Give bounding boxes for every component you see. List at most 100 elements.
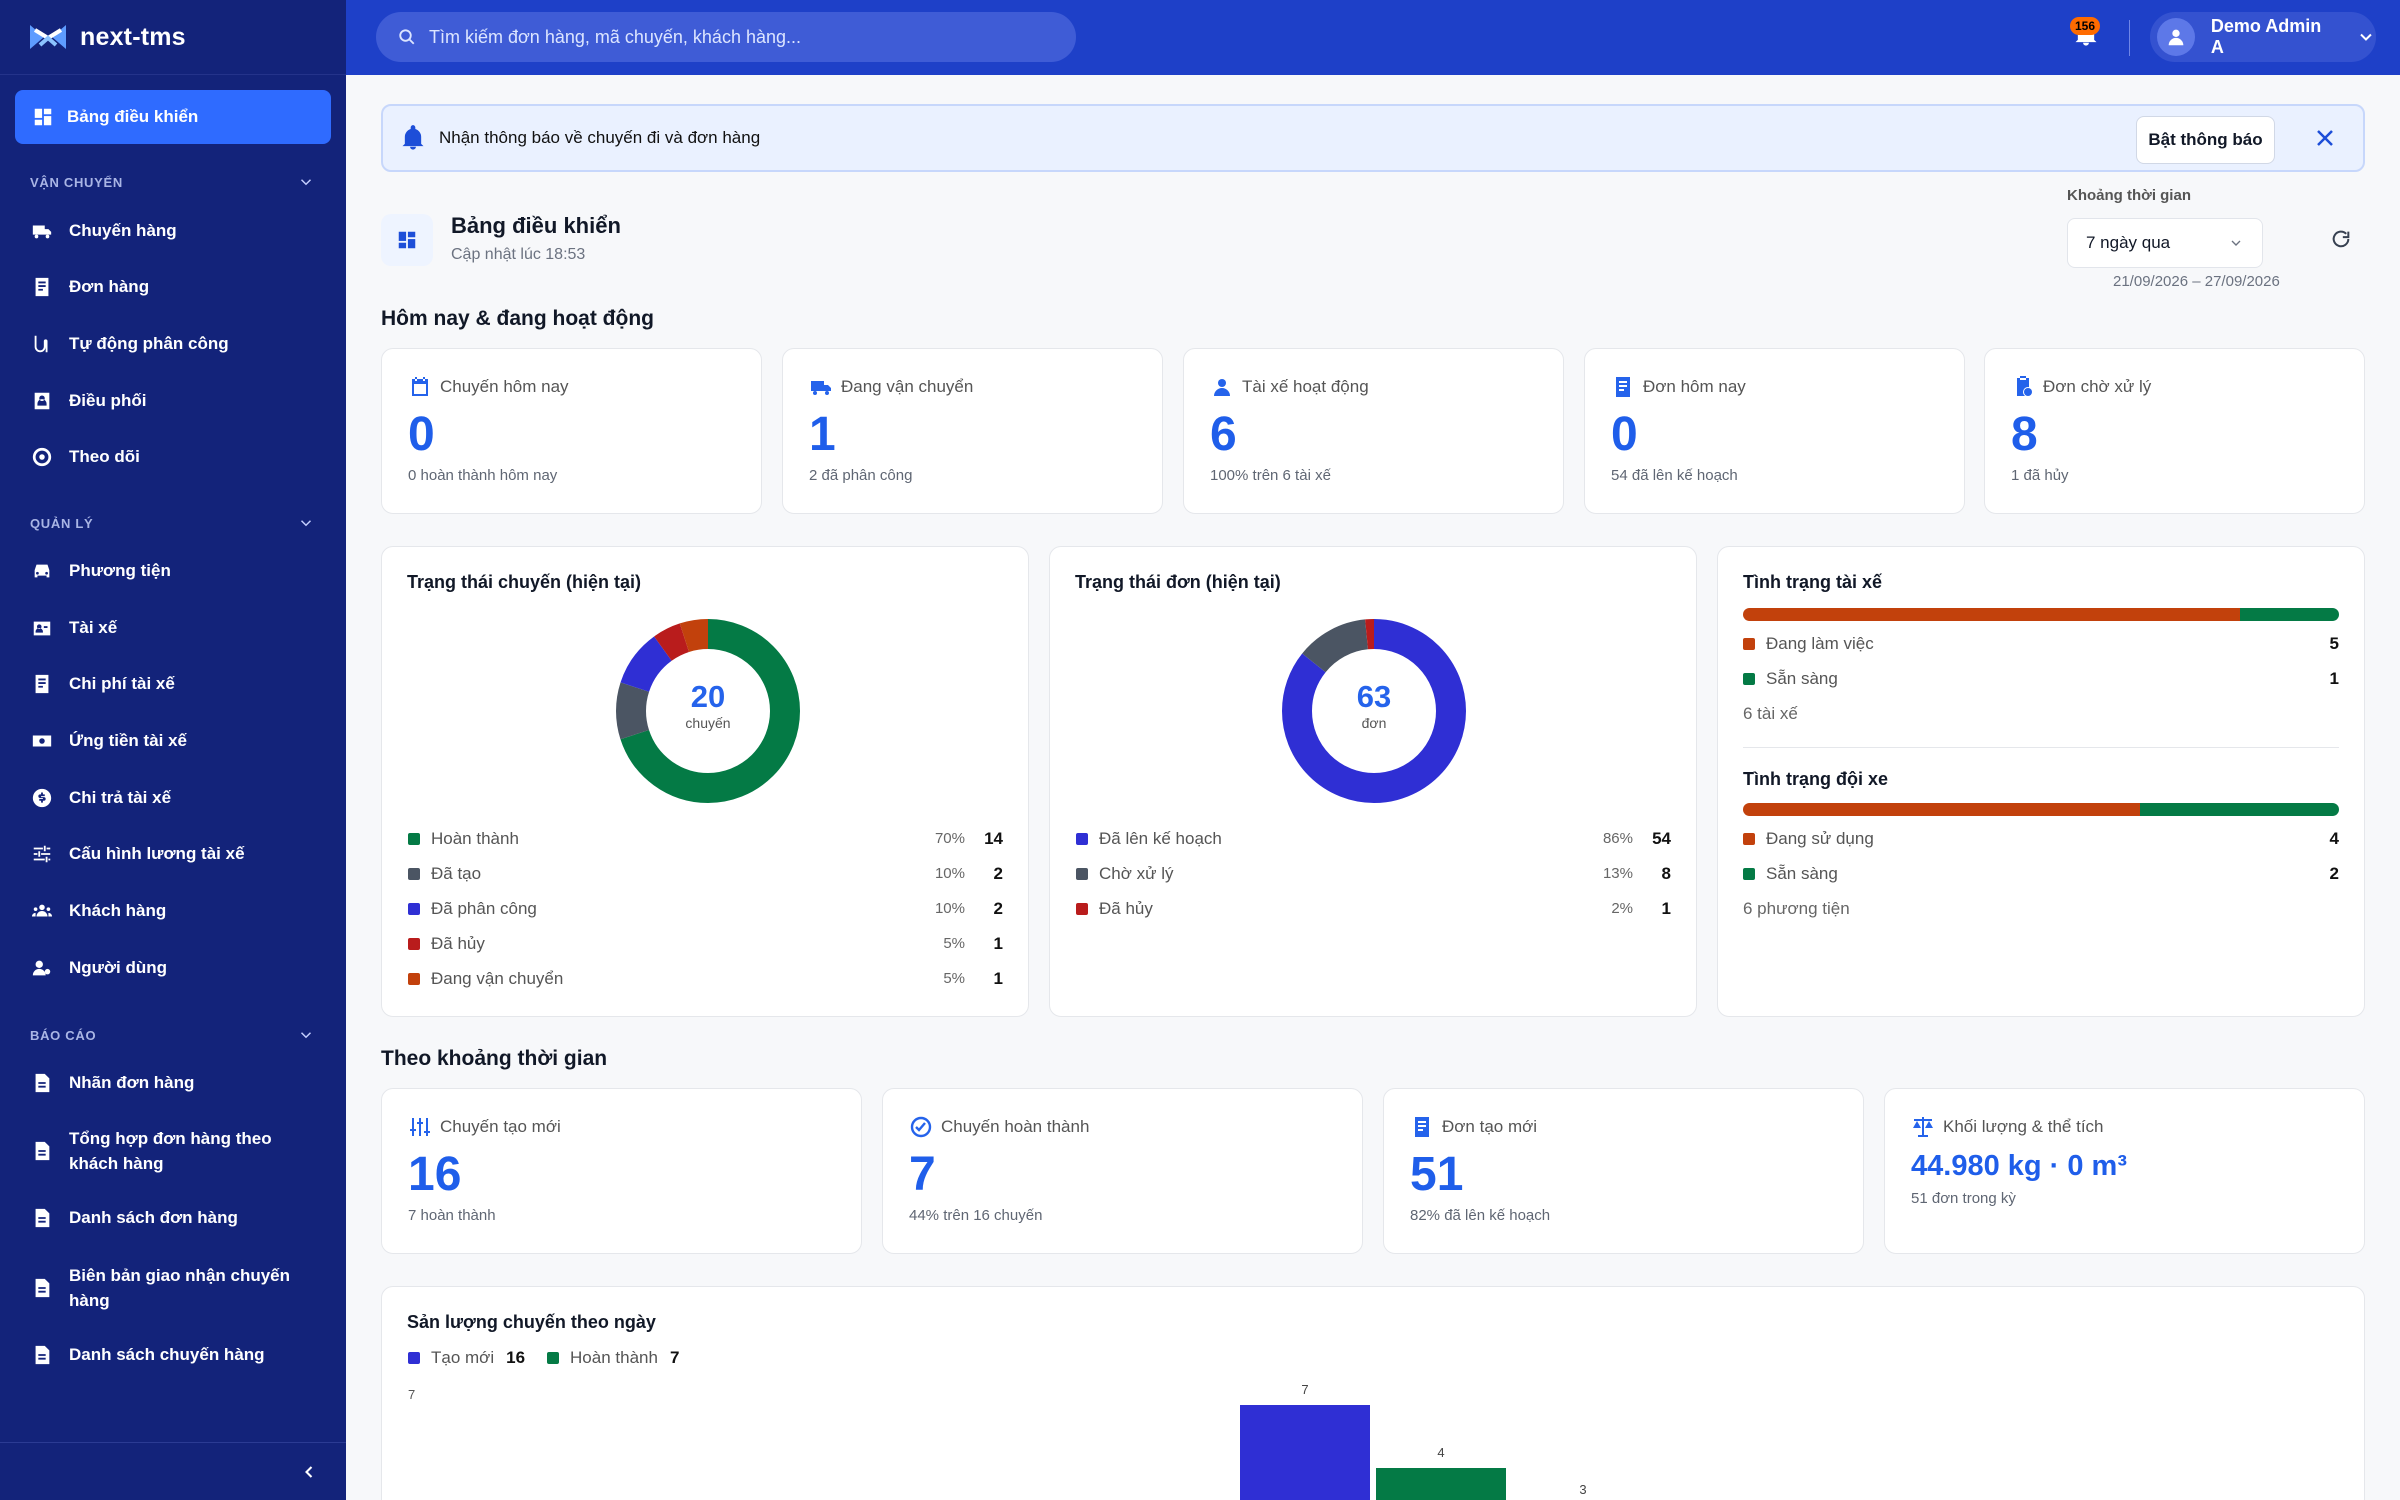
updated-time: Cập nhật lúc 18:53 (451, 246, 586, 263)
kpi-in-transit: Đang vận chuyển 1 2 đã phân công (782, 348, 1163, 514)
legend-label: Chờ xử lý (1099, 863, 1174, 883)
status-segment (2239, 608, 2339, 621)
nav-vehicles[interactable]: Phương tiện (30, 559, 171, 583)
nav-salary-config[interactable]: Cấu hình lương tài xế (30, 842, 245, 866)
order-status-donut (1282, 619, 1466, 803)
trip-status-title: Trạng thái chuyến (hiện tại) (407, 572, 642, 592)
user-menu-button[interactable]: Demo Admin A (2150, 12, 2376, 62)
document-icon (30, 1071, 54, 1095)
nav-order-summary-by-customer[interactable]: Tổng hợp đơn hàng theo khách hàng (30, 1126, 320, 1176)
nav-driver-advances[interactable]: Ứng tiền tài xế (30, 729, 187, 753)
nav-trip-handover-record[interactable]: Biên bản giao nhận chuyến hàng (30, 1263, 320, 1313)
nav-drivers[interactable]: Tài xế (30, 616, 117, 640)
dashboard-icon (34, 108, 52, 126)
driver-status-title: Tình trạng tài xế (1743, 572, 1883, 592)
chart-bar[interactable] (1376, 1468, 1506, 1500)
nav-trip-list[interactable]: Danh sách chuyến hàng (30, 1343, 265, 1367)
trip-status-unit: chuyến (685, 715, 731, 731)
nav-tracking[interactable]: Theo dõi (30, 445, 140, 469)
nav-dispatch[interactable]: Điều phối (30, 389, 146, 413)
enable-notifications-button[interactable]: Bật thông báo (2136, 116, 2275, 164)
legend-label: Đã phân công (431, 898, 537, 918)
check-circle-icon (910, 1116, 932, 1138)
nav-auto-assign[interactable]: Tự động phân công (30, 332, 229, 356)
sliders-icon (410, 1118, 430, 1136)
section-management[interactable]: QUẢN LÝ (30, 514, 315, 532)
daily-trips-bar-chart: 7 4 3 (1240, 1382, 1587, 1500)
search-icon (399, 29, 415, 45)
bar-value-label: 7 (1301, 1382, 1308, 1397)
daily-trips-legend: Tạo mới 16 Hoàn thành 7 (408, 1348, 701, 1368)
close-icon[interactable] (2313, 126, 2337, 150)
driver-total: 6 tài xế (1743, 704, 1798, 723)
search-input[interactable]: Tìm kiếm đơn hàng, mã chuyến, khách hàng… (376, 12, 1076, 62)
bell-icon (402, 125, 424, 150)
brand: next-tms (0, 0, 346, 75)
sliders-icon (30, 842, 54, 866)
nav-trips[interactable]: Chuyến hàng (30, 219, 177, 243)
bar-value-label: 4 (1437, 1445, 1444, 1460)
trip-status-card: Trạng thái chuyến (hiện tại) 20 chuyến Ho… (381, 546, 1029, 1017)
kpi-completed-trips: Chuyến hoàn thành 7 44% trên 16 chuyến (882, 1088, 1363, 1254)
legend-count: 2 (993, 898, 1003, 918)
scale-icon (1913, 1117, 1933, 1137)
daily-trips-chart-card: Sản lượng chuyến theo ngày Tạo mới 16 Hoà… (381, 1286, 2365, 1500)
order-status-card: Trạng thái đơn (hiện tại) 63 đơn Đã lên k… (1049, 546, 1697, 1017)
nav-users[interactable]: Người dùng (30, 956, 167, 980)
legend-row: Đã tạo 10% 2 (408, 856, 1003, 891)
status-segment (2140, 803, 2339, 816)
fleet-status-bar (1743, 803, 2339, 816)
target-icon (30, 445, 54, 469)
nav-customers[interactable]: Khách hàng (30, 899, 166, 923)
donut-slice[interactable] (616, 619, 800, 803)
donut-slice[interactable] (616, 619, 800, 803)
legend-swatch (1076, 867, 1088, 880)
resource-status-card: Tình trạng tài xế Đang làm việc 5 Sẵn sàn… (1717, 546, 2365, 1017)
trip-status-legend: Hoàn thành 70% 14 Đã tạo 10% 2 Đã phân công 10%… (408, 821, 1003, 996)
legend-count: 1 (993, 933, 1003, 953)
kpi-active-drivers: Tài xế hoạt động 6 100% trên 6 tài xế (1183, 348, 1564, 514)
clipboard-clock-icon (2017, 376, 2033, 397)
receipt-icon (1616, 377, 1630, 397)
document-icon (30, 1139, 54, 1163)
fleet-status-title: Tình trạng đội xe (1743, 769, 1889, 789)
notification-banner: Nhận thông báo về chuyến đi và đơn hàng … (381, 104, 2365, 172)
section-reports[interactable]: BÁO CÁO (30, 1026, 315, 1044)
chevron-down-icon (300, 1032, 312, 1039)
document-icon (30, 1343, 54, 1367)
nav-dashboard[interactable]: Bảng điều khiển (15, 90, 331, 144)
order-status-unit: đơn (1361, 715, 1387, 731)
order-status-total: 63 (1356, 679, 1392, 714)
date-range-select[interactable]: 7 ngày qua (2067, 218, 2263, 268)
nav-driver-costs[interactable]: Chi phí tài xế (30, 672, 175, 696)
trip-status-donut (616, 619, 800, 803)
nav-order-labels[interactable]: Nhãn đơn hàng (30, 1071, 194, 1095)
nav-driver-payments[interactable]: Chi trả tài xế (30, 786, 171, 810)
truck-icon (30, 219, 54, 243)
legend-percent: 10% (934, 865, 965, 882)
chevron-left-icon (305, 1465, 313, 1478)
legend-label: Đã tạo (431, 863, 482, 883)
legend-completed-trips-total: 7 (669, 1348, 680, 1367)
legend-swatch (408, 972, 420, 985)
chevron-down-icon (300, 520, 312, 527)
nav-orders[interactable]: Đơn hàng (30, 275, 149, 299)
legend-label: Đã hủy (1099, 898, 1153, 918)
section-transport[interactable]: VẬN CHUYỂN (30, 173, 315, 191)
kpi-new-orders: Đơn tạo mới 51 82% đã lên kế hoạch (1383, 1088, 1864, 1254)
nav-order-list[interactable]: Danh sách đơn hàng (30, 1206, 238, 1230)
legend-swatch (1076, 832, 1088, 845)
collapse-sidebar-button[interactable] (0, 1442, 346, 1500)
legend-row: Đang vận chuyển 5% 1 (408, 961, 1003, 996)
donut-slice[interactable] (1282, 619, 1466, 803)
chart-bar[interactable] (1240, 1405, 1370, 1500)
legend-row: Hoàn thành 70% 14 (408, 821, 1003, 856)
legend-swatch (408, 867, 420, 880)
group-icon (30, 899, 54, 923)
refresh-icon[interactable] (2330, 228, 2352, 250)
fleet-status-row: Sẵn sàng 2 (1743, 856, 2339, 891)
daily-trips-chart-title: Sản lượng chuyến theo ngày (407, 1312, 656, 1332)
legend-swatch (408, 902, 420, 915)
bar-value-label: 3 (1579, 1482, 1586, 1497)
legend-row: Đã phân công 10% 2 (408, 891, 1003, 926)
